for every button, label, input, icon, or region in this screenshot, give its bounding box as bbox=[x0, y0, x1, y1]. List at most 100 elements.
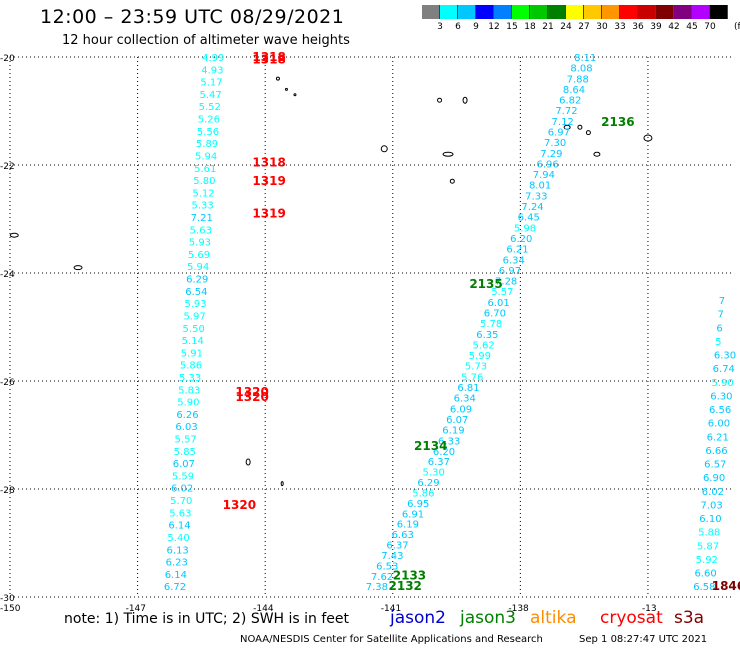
swh-value-right-track: 7 bbox=[719, 296, 725, 307]
legend-jason3: jason3 bbox=[460, 608, 516, 628]
colorbar-label: 30 bbox=[596, 22, 608, 32]
swh-value-jason3: 8.08 bbox=[570, 64, 592, 75]
swh-value-jason3: 7.28 bbox=[495, 277, 517, 288]
island-outline bbox=[73, 265, 83, 271]
swh-value-jason3: 6.20 bbox=[510, 234, 532, 245]
swh-value-jason3: 6.97 bbox=[499, 266, 521, 277]
swh-value-cryosat: 5.85 bbox=[174, 447, 196, 458]
swh-value-cryosat: 5.63 bbox=[190, 225, 212, 236]
swh-value-cryosat: 6.72 bbox=[164, 582, 186, 593]
colorbar-unit: (ft) bbox=[734, 22, 740, 32]
colorbar-label: 70 bbox=[704, 22, 716, 32]
island-outline bbox=[449, 178, 455, 184]
pass-label-jason3: 2134 bbox=[414, 439, 447, 453]
swh-value-cryosat: 6.14 bbox=[165, 570, 187, 581]
island-outline bbox=[437, 97, 443, 103]
swh-value-jason3: 6.82 bbox=[559, 96, 581, 107]
colorbar-label: 6 bbox=[455, 22, 461, 32]
island-outline bbox=[585, 130, 591, 136]
swh-value-jason3: 7.38 bbox=[366, 582, 388, 593]
colorbar-label: 21 bbox=[542, 22, 554, 32]
island-outline bbox=[275, 76, 280, 81]
colorbar-label: 27 bbox=[578, 22, 590, 32]
swh-value-jason3: 7.33 bbox=[525, 191, 547, 202]
swh-value-cryosat: 5.94 bbox=[187, 262, 209, 273]
swh-value-right-track: 5 bbox=[715, 337, 721, 348]
swh-value-jason3: 5.73 bbox=[465, 362, 487, 373]
pass-label-cryosat: 1320 bbox=[235, 390, 268, 404]
swh-value-cryosat: 5.63 bbox=[169, 508, 191, 519]
island-outline bbox=[593, 151, 601, 157]
lat-tick-label: -30 bbox=[0, 594, 15, 604]
colorbar-swatch bbox=[602, 5, 620, 19]
swh-value-jason3: 6.97 bbox=[548, 128, 570, 139]
island-outline bbox=[284, 87, 288, 91]
swh-value-cryosat: 5.89 bbox=[196, 139, 218, 150]
swh-value-jason3: 7.29 bbox=[540, 149, 562, 160]
swh-value-right-track: 6.58 bbox=[693, 582, 715, 593]
island-outline bbox=[245, 458, 251, 466]
swh-value-jason3: 8.01 bbox=[529, 181, 551, 192]
lat-tick-label: -20 bbox=[0, 54, 15, 64]
swh-value-right-track: 5.92 bbox=[696, 555, 718, 566]
swh-value-cryosat: 5.47 bbox=[199, 90, 221, 101]
island-outline bbox=[462, 96, 468, 104]
swh-value-jason3: 7.88 bbox=[567, 74, 589, 85]
swh-value-jason3: 6.34 bbox=[503, 255, 525, 266]
swh-value-jason3: 6.19 bbox=[442, 426, 464, 437]
swh-value-cryosat: 5.93 bbox=[184, 299, 206, 310]
swh-value-cryosat: 6.02 bbox=[171, 484, 193, 495]
swh-value-jason3: 7.94 bbox=[533, 170, 555, 181]
colorbar-swatch bbox=[692, 5, 710, 19]
swh-value-jason3: 6.21 bbox=[506, 245, 528, 256]
swh-value-jason3: 6.45 bbox=[518, 213, 540, 224]
swh-value-jason3: 6.95 bbox=[407, 499, 429, 510]
swh-value-cryosat: 4.99 bbox=[202, 53, 224, 64]
swh-value-right-track: 6 bbox=[716, 323, 722, 334]
swh-value-right-track: 6.66 bbox=[705, 446, 727, 457]
swh-value-cryosat: 6.54 bbox=[185, 287, 207, 298]
lat-tick-label: -22 bbox=[0, 162, 15, 172]
swh-value-jason3: 6.29 bbox=[417, 478, 439, 489]
colorbar-swatch bbox=[584, 5, 602, 19]
pass-label-jason3: 2132 bbox=[389, 579, 422, 593]
swh-value-jason3: 6.20 bbox=[433, 447, 455, 458]
pass-label-cryosat: 1318 bbox=[252, 50, 285, 64]
colorbar-swatch bbox=[710, 5, 728, 19]
legend-jason2: jason2 bbox=[390, 608, 446, 628]
swh-value-cryosat: 4.93 bbox=[201, 65, 223, 76]
footer-note: note: 1) Time is in UTC; 2) SWH is in fe… bbox=[64, 611, 350, 627]
credit-line: NOAA/NESDIS Center for Satellite Applica… bbox=[240, 634, 543, 645]
swh-value-cryosat: 5.52 bbox=[199, 102, 221, 113]
swh-value-cryosat: 5.94 bbox=[195, 151, 217, 162]
pass-label-cryosat: 1318 bbox=[252, 155, 285, 169]
lat-tick-label: -24 bbox=[0, 270, 15, 280]
swh-value-cryosat: 5.61 bbox=[194, 164, 216, 175]
swh-value-cryosat: 6.26 bbox=[176, 410, 198, 421]
swh-value-right-track: 6.02 bbox=[702, 487, 724, 498]
lon-tick-label: -147 bbox=[126, 604, 146, 614]
swh-value-right-track: 6.57 bbox=[704, 460, 726, 471]
swh-value-jason3: 6.01 bbox=[488, 298, 510, 309]
pass-label-s3a: 1846 bbox=[712, 579, 740, 593]
swh-value-jason3: 6.35 bbox=[476, 330, 498, 341]
legend-cryosat: cryosat bbox=[600, 608, 663, 628]
legend-s3a: s3a bbox=[674, 608, 705, 628]
swh-value-cryosat: 5.40 bbox=[167, 533, 189, 544]
swh-value-jason3: 5.76 bbox=[461, 372, 483, 383]
swh-value-cryosat: 5.14 bbox=[182, 336, 204, 347]
colorbar-label: 45 bbox=[686, 22, 698, 32]
lon-tick-label: -150 bbox=[0, 604, 21, 614]
swh-value-right-track: 5.90 bbox=[711, 378, 733, 389]
swh-value-jason3: 5.86 bbox=[412, 488, 434, 499]
swh-value-right-track: 6.10 bbox=[699, 514, 721, 525]
swh-value-cryosat: 5.59 bbox=[172, 471, 194, 482]
swh-value-jason3: 6.91 bbox=[402, 509, 424, 520]
colorbar-swatch bbox=[530, 5, 548, 19]
swh-value-cryosat: 5.83 bbox=[178, 385, 200, 396]
swh-value-right-track: 5.87 bbox=[697, 541, 719, 552]
lon-tick-label: -138 bbox=[508, 604, 529, 614]
legend-altika: altika bbox=[530, 608, 577, 628]
swh-value-jason3: 7.12 bbox=[552, 117, 574, 128]
